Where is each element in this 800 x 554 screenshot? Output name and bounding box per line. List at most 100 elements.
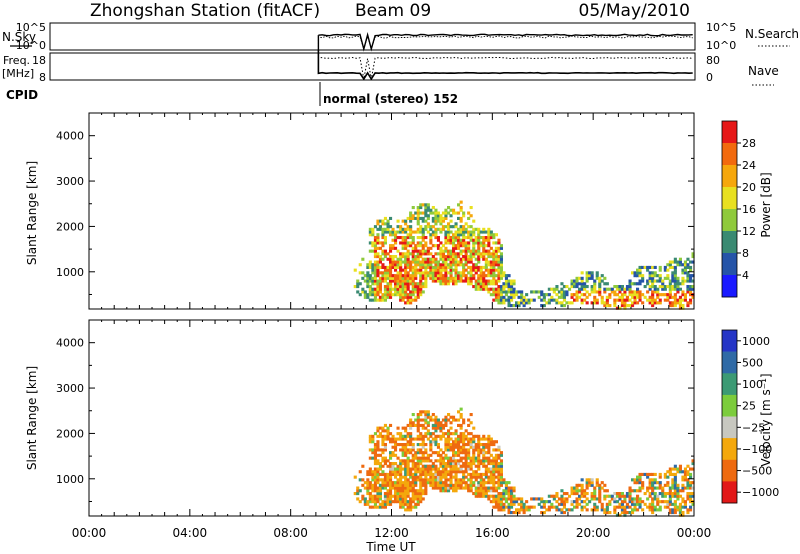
echo-cell xyxy=(482,437,486,441)
echo-cell xyxy=(371,472,375,476)
echo-cell xyxy=(668,502,672,506)
echo-cell xyxy=(389,276,393,280)
echo-cell xyxy=(363,486,367,490)
echo-cell xyxy=(467,440,471,444)
echo-cell xyxy=(449,255,453,259)
nsearch-label: N.Search xyxy=(745,27,799,41)
echo-cell xyxy=(497,448,501,452)
echo-cell xyxy=(389,451,393,455)
echo-cell xyxy=(633,271,637,275)
colorbar-segment xyxy=(722,330,737,352)
echo-cell xyxy=(507,511,511,515)
echo-cell xyxy=(371,233,375,237)
echo-cell xyxy=(686,271,690,275)
echo-cell xyxy=(459,249,463,253)
echo-cell xyxy=(643,285,647,289)
echo-cell xyxy=(469,459,473,463)
echo-cell xyxy=(371,298,375,302)
echo-cell xyxy=(628,285,632,289)
echo-cell xyxy=(444,423,448,427)
echo-cell xyxy=(447,230,451,234)
echo-cell xyxy=(588,276,592,280)
echo-cell xyxy=(489,489,493,493)
echo-cell xyxy=(399,492,403,496)
echo-cell xyxy=(673,265,677,269)
echo-cell xyxy=(585,285,589,289)
echo-cell xyxy=(499,451,503,455)
echo-cell xyxy=(396,494,400,498)
nave-series-line xyxy=(317,50,693,80)
echo-cell xyxy=(406,502,410,506)
echo-cell xyxy=(424,206,428,210)
echo-cell xyxy=(404,486,408,490)
echo-cell xyxy=(671,494,675,498)
echo-cell xyxy=(449,238,453,242)
echo-cell xyxy=(482,483,486,487)
echo-cell xyxy=(441,252,445,256)
echo-cell xyxy=(457,238,461,242)
echo-cell xyxy=(507,481,511,485)
echo-cell xyxy=(401,500,405,504)
echo-cell xyxy=(673,483,677,487)
echo-cell xyxy=(371,244,375,248)
echo-cell xyxy=(376,453,380,457)
echo-cell xyxy=(683,271,687,275)
echo-cell xyxy=(447,233,451,237)
echo-cell xyxy=(469,271,473,275)
echo-cell xyxy=(550,505,554,509)
echo-cell xyxy=(383,265,387,269)
echo-cell xyxy=(406,225,410,229)
echo-cell xyxy=(608,511,612,515)
echo-cell xyxy=(424,236,428,240)
echo-cell xyxy=(368,437,372,441)
echo-cell xyxy=(668,470,672,474)
echo-cell xyxy=(366,478,370,482)
echo-cell xyxy=(441,423,445,427)
echo-cell xyxy=(394,467,398,471)
echo-cell xyxy=(615,293,619,297)
echo-cell xyxy=(588,483,592,487)
echo-cell xyxy=(487,287,491,291)
echo-cell xyxy=(389,290,393,294)
echo-cell xyxy=(653,478,657,482)
echo-cell xyxy=(439,263,443,267)
echo-cell xyxy=(356,290,360,294)
echo-cell xyxy=(479,475,483,479)
echo-cell xyxy=(404,500,408,504)
echo-cell xyxy=(436,445,440,449)
echo-cell xyxy=(399,260,403,264)
echo-cell xyxy=(474,445,478,449)
echo-cell xyxy=(371,263,375,267)
echo-cell xyxy=(689,486,693,490)
echo-cell xyxy=(464,276,468,280)
echo-cell xyxy=(464,257,468,261)
echo-cell xyxy=(605,494,609,498)
echo-cell xyxy=(419,451,423,455)
echo-cell xyxy=(419,423,423,427)
echo-cell xyxy=(477,445,481,449)
echo-cell xyxy=(656,500,660,504)
echo-cell xyxy=(454,478,458,482)
freq-panel: Freq. [MHz] 18 8 80 0 Nave xyxy=(2,50,779,86)
echo-cell xyxy=(421,445,425,449)
echo-cell xyxy=(421,489,425,493)
echo-cell xyxy=(399,257,403,261)
echo-cell xyxy=(436,244,440,248)
echo-cell xyxy=(371,448,375,452)
echo-cell xyxy=(383,279,387,283)
echo-cell xyxy=(656,295,660,299)
echo-cell xyxy=(401,486,405,490)
echo-cell xyxy=(414,497,418,501)
echo-cell xyxy=(668,285,672,289)
echo-cell xyxy=(484,486,488,490)
echo-cell xyxy=(421,478,425,482)
echo-cell xyxy=(487,236,491,240)
echo-cell xyxy=(628,500,632,504)
echo-cell xyxy=(472,472,476,476)
echo-cell xyxy=(464,448,468,452)
echo-cell xyxy=(368,470,372,474)
echo-cell xyxy=(482,279,486,283)
echo-cell xyxy=(552,505,556,509)
echo-cell xyxy=(472,434,476,438)
